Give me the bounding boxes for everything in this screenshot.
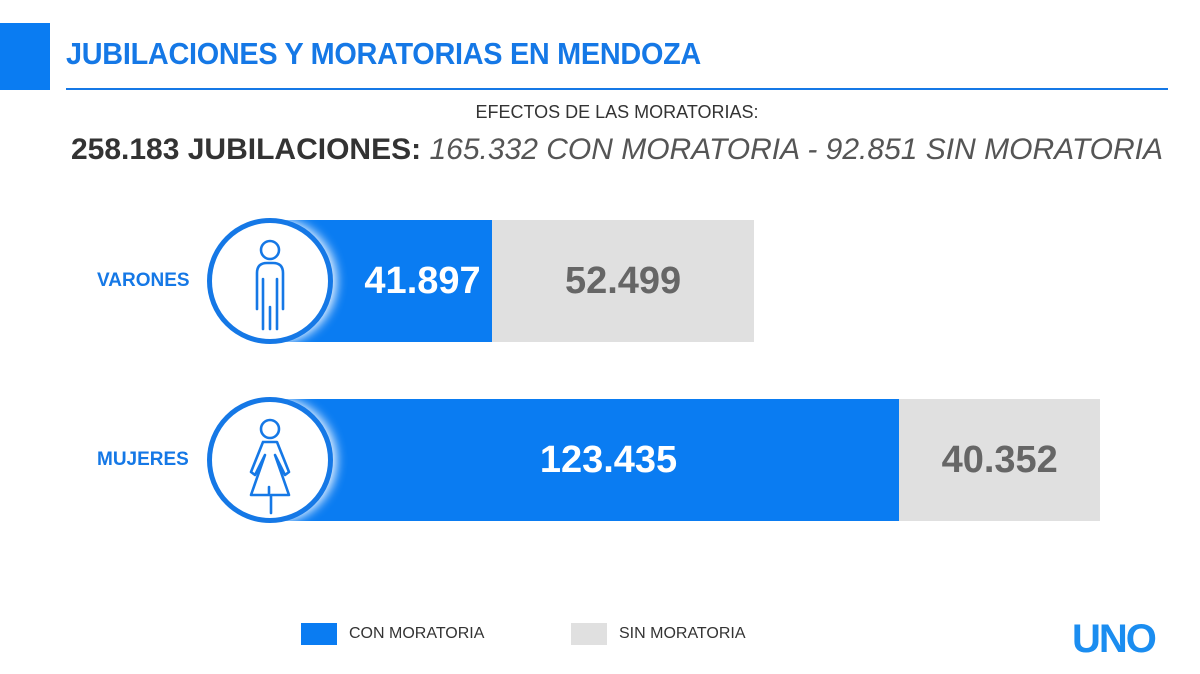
bar-value-label: 52.499 (564, 259, 682, 302)
summary: 258.183 JUBILACIONES: 165.332 CON MORATO… (0, 133, 1200, 167)
page-title: JUBILACIONES Y MORATORIAS EN MENDOZA (66, 36, 701, 71)
bar-value-label: 40.352 (941, 438, 1058, 481)
legend-item-sin: SIN MORATORIA (571, 623, 746, 645)
bar-value-label: 123.435 (539, 438, 678, 481)
subtitle: EFECTOS DE LAS MORATORIAS: (475, 102, 759, 122)
category-label-mujeres: MUJERES (97, 449, 189, 470)
man-icon (255, 239, 285, 331)
title-divider (66, 88, 1168, 90)
legend-swatch-sin (571, 623, 607, 645)
bar-mujeres-sin: 40.352 (899, 399, 1101, 521)
summary-breakdown: 165.332 CON MORATORIA - 92.851 SIN MORAT… (429, 133, 1164, 166)
icon-circle-mujeres (207, 397, 333, 523)
legend-swatch-con (301, 623, 337, 645)
title-accent-block (0, 23, 50, 90)
legend-label-con: CON MORATORIA (349, 625, 485, 642)
category-label-varones: VARONES (97, 270, 190, 291)
bar-value-label: 41.897 (364, 259, 481, 302)
summary-total: 258.183 JUBILACIONES: (70, 133, 422, 166)
bar-mujeres-con: 123.435 (283, 399, 899, 521)
legend-item-con: CON MORATORIA (301, 623, 484, 645)
woman-icon (249, 418, 291, 515)
uno-logo: UNO (1072, 617, 1157, 661)
bar-varones-sin: 52.499 (492, 220, 755, 342)
legend-label-sin: SIN MORATORIA (619, 625, 746, 642)
icon-circle-varones (207, 218, 333, 344)
